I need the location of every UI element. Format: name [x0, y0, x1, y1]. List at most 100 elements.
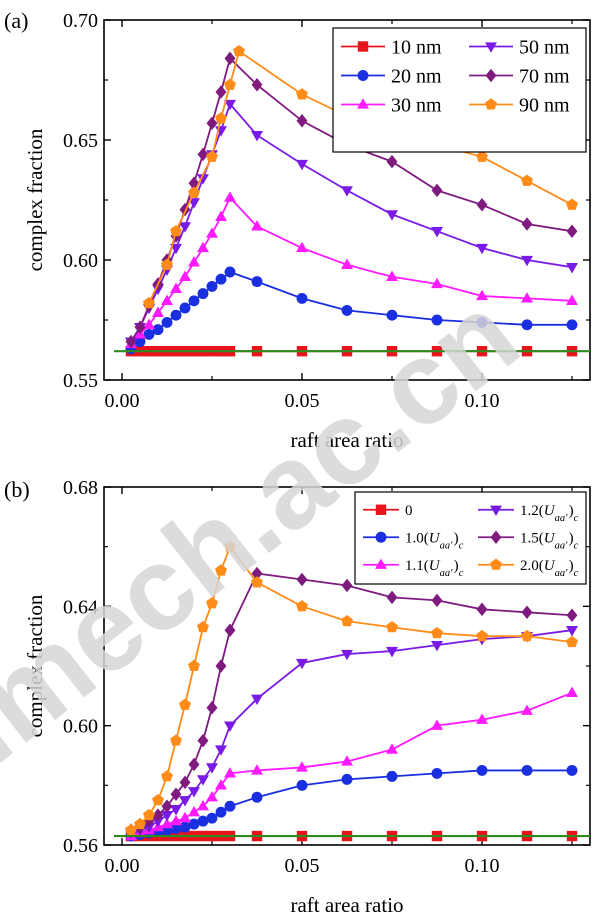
legend-marker: [490, 558, 502, 570]
x-tick-label: 0.00: [105, 390, 140, 412]
data-point: [431, 277, 443, 289]
x-tick-label: 0.10: [465, 390, 500, 412]
data-point: [386, 590, 398, 605]
data-point: [521, 605, 533, 620]
data-point: [224, 800, 236, 812]
y-axis-label: complex fraction: [23, 128, 47, 271]
data-point: [566, 224, 578, 238]
legend-marker: [485, 42, 497, 53]
data-point: [134, 817, 146, 830]
data-point: [215, 112, 227, 124]
data-point: [476, 150, 488, 162]
legend-entry: 2.0(Uaa' )c: [478, 558, 580, 579]
y-tick-label: 0.56: [63, 835, 98, 857]
data-point: [215, 273, 227, 285]
data-point: [386, 620, 398, 633]
data-point: [179, 270, 191, 281]
data-point: [296, 292, 308, 304]
data-point: [188, 256, 200, 267]
y-tick-label: 0.60: [63, 250, 98, 272]
y-tick-label: 0.60: [63, 716, 98, 738]
data-point: [566, 608, 578, 623]
data-point: [152, 816, 164, 828]
legend-entry: 70 nm: [469, 65, 570, 87]
data-point: [170, 309, 182, 321]
data-point: [197, 147, 209, 162]
data-point: [386, 210, 398, 221]
data-point: [215, 564, 227, 576]
legend-entry: 90 nm: [469, 94, 570, 116]
data-point: [206, 812, 218, 824]
data-point: [566, 635, 578, 648]
data-point: [296, 114, 308, 128]
data-point: [431, 767, 443, 779]
data-point: [224, 767, 236, 778]
legend-marker: [490, 530, 502, 545]
data-point: [296, 88, 308, 100]
data-point: [179, 811, 191, 823]
data-point: [386, 270, 398, 281]
data-point: [386, 309, 398, 321]
data-point: [161, 799, 173, 813]
data-point: [476, 629, 488, 642]
legend-label: 20 nm: [391, 65, 442, 87]
legend-box: [332, 27, 587, 153]
y-tick-label: 0.64: [63, 596, 98, 618]
data-point: [125, 334, 137, 349]
panel-label: (b): [4, 477, 30, 502]
data-point: [179, 775, 191, 790]
data-point: [206, 280, 218, 292]
data-point: [341, 304, 353, 316]
legend-label: 0: [405, 503, 413, 519]
legend-marker: [375, 531, 387, 543]
data-point: [143, 814, 155, 828]
data-point: [251, 694, 263, 706]
data-point: [341, 773, 353, 785]
data-point: [251, 791, 263, 803]
legend-label: 50 nm: [519, 36, 570, 58]
data-point: [143, 318, 155, 329]
data-point: [170, 224, 182, 237]
legend-entry: 1.1(Uaa' )c: [363, 558, 464, 578]
data-point: [341, 258, 353, 269]
data-point: [296, 241, 308, 253]
data-point: [134, 320, 146, 334]
series-4: [125, 566, 578, 837]
legend-entry: 10 nm: [341, 36, 442, 58]
data-point: [521, 704, 533, 715]
data-point: [224, 78, 236, 90]
series-2: [125, 191, 578, 349]
data-point: [566, 764, 578, 776]
legend-marker: [485, 68, 497, 83]
data-point: [170, 814, 182, 826]
data-point: [386, 743, 398, 754]
legend-marker: [357, 41, 369, 52]
data-point: [296, 572, 308, 587]
data-point: [521, 292, 533, 303]
data-point: [161, 294, 173, 305]
data-point: [215, 779, 227, 790]
data-point: [197, 799, 209, 811]
data-point: [431, 640, 443, 652]
data-point: [251, 764, 263, 775]
data-point: [251, 78, 263, 92]
legend-label: 2.0(Uaa' )c: [520, 558, 580, 579]
data-point: [566, 626, 578, 637]
legend-entry: 0: [363, 503, 413, 519]
data-point: [224, 191, 236, 202]
data-point: [206, 597, 218, 609]
data-point: [296, 761, 308, 772]
data-point: [521, 319, 533, 331]
data-point: [143, 822, 155, 834]
data-point: [341, 649, 353, 661]
data-point: [476, 243, 488, 255]
data-point: [143, 808, 155, 821]
data-point: [170, 282, 182, 293]
data-point: [476, 713, 488, 724]
data-point: [188, 659, 200, 672]
data-point: [341, 615, 353, 627]
data-point: [521, 255, 533, 267]
legend-marker: [490, 505, 502, 516]
legend: 0 1.0(Uaa' )c 1.1(Uaa' )c 1.2(Uaa' )c 1.5…: [354, 491, 587, 585]
data-point: [125, 823, 137, 836]
